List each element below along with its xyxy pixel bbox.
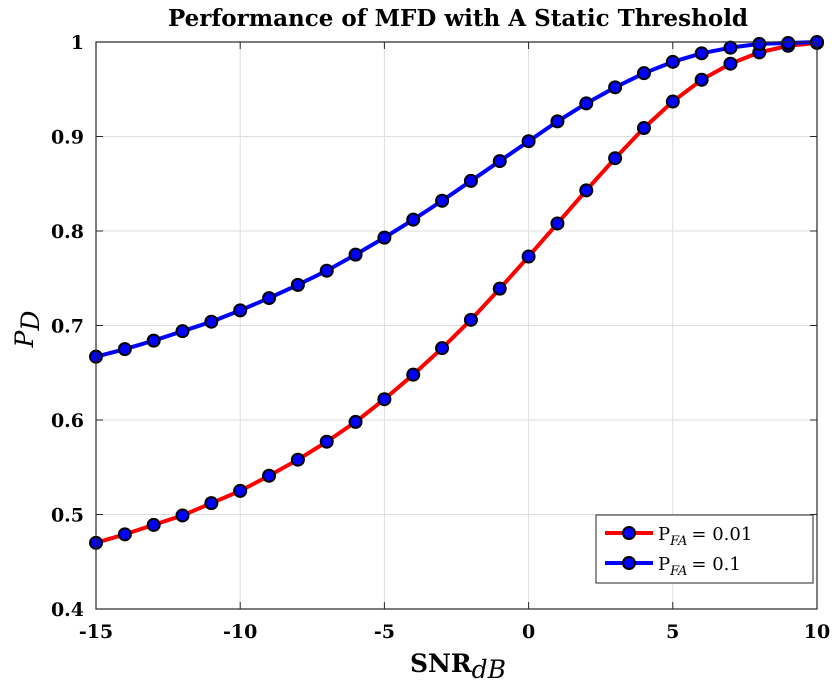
legend-box [595,514,814,584]
series-2-marker [262,291,277,306]
series-1-marker [694,72,709,87]
x-tick-label: 10 [804,621,830,643]
series-1-marker [146,517,161,532]
series-1-marker [319,434,334,449]
series-2-marker [435,193,450,208]
y-axis-label-sub: D [16,311,45,332]
series-2-marker [492,154,507,169]
series-1-marker [290,452,305,467]
x-axis-label: SNRdB [410,649,506,684]
legend-label-series-2-main: P [658,554,670,575]
y-tick-label: 1 [71,32,84,54]
series-1-marker [521,249,536,264]
series-2-marker [146,333,161,348]
series-1-marker [665,94,680,109]
series-2-marker [752,36,767,51]
series-1-marker [406,367,421,382]
series-1-marker [492,281,507,296]
series-2-marker [290,277,305,292]
series-2-marker [665,54,680,69]
grid-lines [95,41,818,610]
series-1-marker [608,151,623,166]
series-2-marker [694,46,709,61]
series-1-marker [175,508,190,523]
series-1-marker [262,468,277,483]
y-tick-label: 0.5 [51,505,84,527]
legend-label-series-1-main: P [658,524,670,545]
x-tick-label: 0 [522,621,535,643]
y-axis-label-text: PD [10,311,45,349]
plot-area-border [95,41,818,610]
chart-title: Performance of MFD with A Static Thresho… [168,5,748,32]
x-axis-label-sub: dB [472,655,506,684]
legend-label-series-1-value: = 0.01 [691,524,752,545]
series-markers [89,35,824,550]
series-1-marker [463,312,478,327]
x-axis-label-main: SNR [410,649,472,678]
series-2-marker [463,173,478,188]
series-1-marker [377,392,392,407]
legend-label-series-2-sub: FA [669,564,687,579]
series-2-marker [636,66,651,81]
series-2-marker [204,314,219,329]
y-tick-label: 0.9 [51,127,84,149]
series-1-marker [233,483,248,498]
series-1-marker [204,496,219,511]
series-2-marker [406,212,421,227]
series-2-marker [117,342,132,357]
series-1-marker [636,120,651,135]
series-1-marker [550,216,565,231]
y-tick-label: 0.6 [51,410,84,432]
y-tick-label: 0.4 [51,599,84,621]
series-2-marker [377,230,392,245]
legend-label-series-1-sub: FA [669,534,687,549]
series-1-marker [117,527,132,542]
y-tick-label: 0.7 [51,316,84,338]
legend-label-series-1: PFA = 0.01 [658,524,752,549]
series-2-marker [319,263,334,278]
series-1-marker [348,414,363,429]
series-1-marker [435,341,450,356]
series-1-marker [579,183,594,198]
legend-label-series-2-value: = 0.1 [691,554,740,575]
series-2-marker [723,40,738,55]
y-tick-label: 0.8 [51,221,84,243]
x-tick-label: -10 [223,621,257,643]
legend-marker-series-1 [622,526,636,540]
series-2-marker [608,80,623,95]
series-2-marker [579,96,594,111]
legend: PFA = 0.01 PFA = 0.1 [595,514,814,584]
x-tick-label: 5 [666,621,679,643]
series-2-marker [348,247,363,262]
tick-labels: -15 -10 -5 0 5 10 0.4 0.5 0.6 0.7 0.8 0.9 1 [51,32,830,643]
series-2-marker [521,134,536,149]
x-tick-label: -15 [79,621,113,643]
plot-title-group: Performance of MFD with A Static Thresho… [168,5,748,32]
legend-label-series-2: PFA = 0.1 [658,554,741,579]
y-axis-label-main: P [10,329,39,348]
series-1-marker [723,56,738,71]
series-2-marker [550,114,565,129]
x-tick-label: -5 [374,621,395,643]
x-axis-label-text: SNRdB [410,649,506,684]
series-2-marker [175,324,190,339]
series-2-marker [781,35,796,50]
series-2-marker [233,303,248,318]
y-axis-label: PD [10,311,45,349]
legend-marker-series-2 [622,556,636,570]
